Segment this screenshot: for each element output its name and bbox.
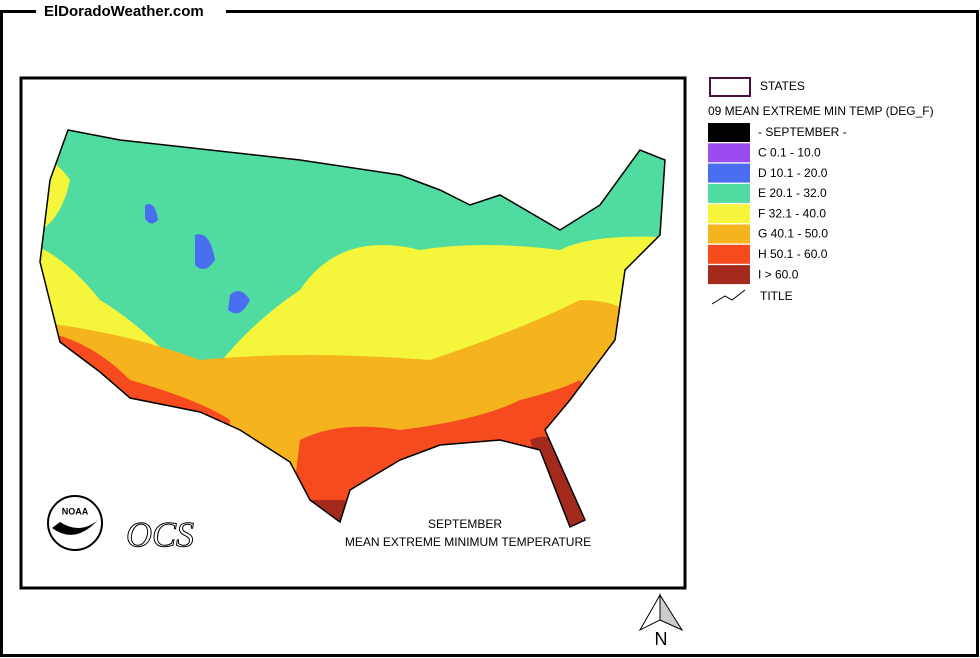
legend-label: I > 60.0 (758, 267, 799, 281)
frame (0, 10, 979, 657)
legend-label: G 40.1 - 50.0 (758, 227, 828, 241)
site-name: ElDoradoWeather.com (44, 3, 204, 20)
north-label: N (655, 629, 668, 649)
legend-label: H 50.1 - 60.0 (758, 247, 828, 261)
legend-label: TITLE (760, 289, 793, 303)
temperature-zone (195, 234, 215, 269)
temperature-zone (145, 204, 158, 224)
legend-swatch (708, 224, 750, 244)
states-swatch (709, 77, 751, 97)
legend-label: D 10.1 - 20.0 (758, 166, 828, 180)
legend-swatch (708, 265, 750, 285)
caption-line: SEPTEMBER (428, 517, 502, 531)
legend-swatch (708, 204, 750, 224)
legend-swatch (708, 163, 750, 183)
temperature-zone (228, 291, 250, 314)
ocs-logo: OCS (126, 514, 194, 554)
legend-swatch (708, 143, 750, 163)
noaa-logo: NOAA (47, 495, 103, 551)
legend-swatch (708, 123, 750, 142)
legend-title: 09 MEAN EXTREME MIN TEMP (DEG_F) (708, 104, 934, 118)
legend-swatch (708, 183, 750, 203)
legend-label: - SEPTEMBER - (758, 125, 847, 139)
legend: - SEPTEMBER - C 0.1 - 10.0 D 10.1 - 20.0 E … (708, 123, 847, 285)
caption-line: MEAN EXTREME MINIMUM TEMPERATURE (345, 535, 591, 549)
north-arrow: N (638, 593, 684, 649)
us-outline (39, 129, 666, 529)
title-line-symbol (711, 289, 746, 305)
legend-swatch (708, 244, 750, 264)
legend-label: E 20.1 - 32.0 (758, 186, 827, 200)
header-bg (36, 2, 226, 22)
legend-label: C 0.1 - 10.0 (758, 145, 821, 159)
logo-text: NOAA (62, 506, 89, 516)
legend-label: STATES (760, 79, 805, 93)
legend-label: F 32.1 - 40.0 (758, 206, 826, 220)
